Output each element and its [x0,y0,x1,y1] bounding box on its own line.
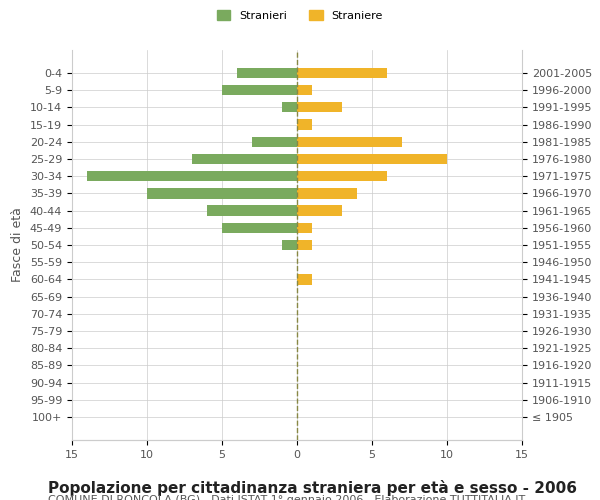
Bar [252,136,297,147]
Bar [297,240,312,250]
Bar [297,171,387,181]
Bar [297,206,342,216]
Text: COMUNE DI RONCOLA (BG) - Dati ISTAT 1° gennaio 2006 - Elaborazione TUTTITALIA.IT: COMUNE DI RONCOLA (BG) - Dati ISTAT 1° g… [48,495,525,500]
Bar [297,136,402,147]
Bar [147,188,297,198]
Bar [192,154,297,164]
Bar [222,85,297,96]
Bar [297,154,447,164]
Bar [297,85,312,96]
Bar [87,171,297,181]
Bar [207,206,297,216]
Bar [297,120,312,130]
Legend: Stranieri, Straniere: Stranieri, Straniere [212,6,388,25]
Bar [297,68,387,78]
Bar [282,240,297,250]
Bar [297,102,342,113]
Bar [282,102,297,113]
Y-axis label: Anni di nascita: Anni di nascita [596,198,600,291]
Bar [222,222,297,233]
Bar [297,274,312,284]
Bar [237,68,297,78]
Text: Popolazione per cittadinanza straniera per età e sesso - 2006: Popolazione per cittadinanza straniera p… [48,480,577,496]
Bar [297,188,357,198]
Y-axis label: Fasce di età: Fasce di età [11,208,25,282]
Bar [297,222,312,233]
